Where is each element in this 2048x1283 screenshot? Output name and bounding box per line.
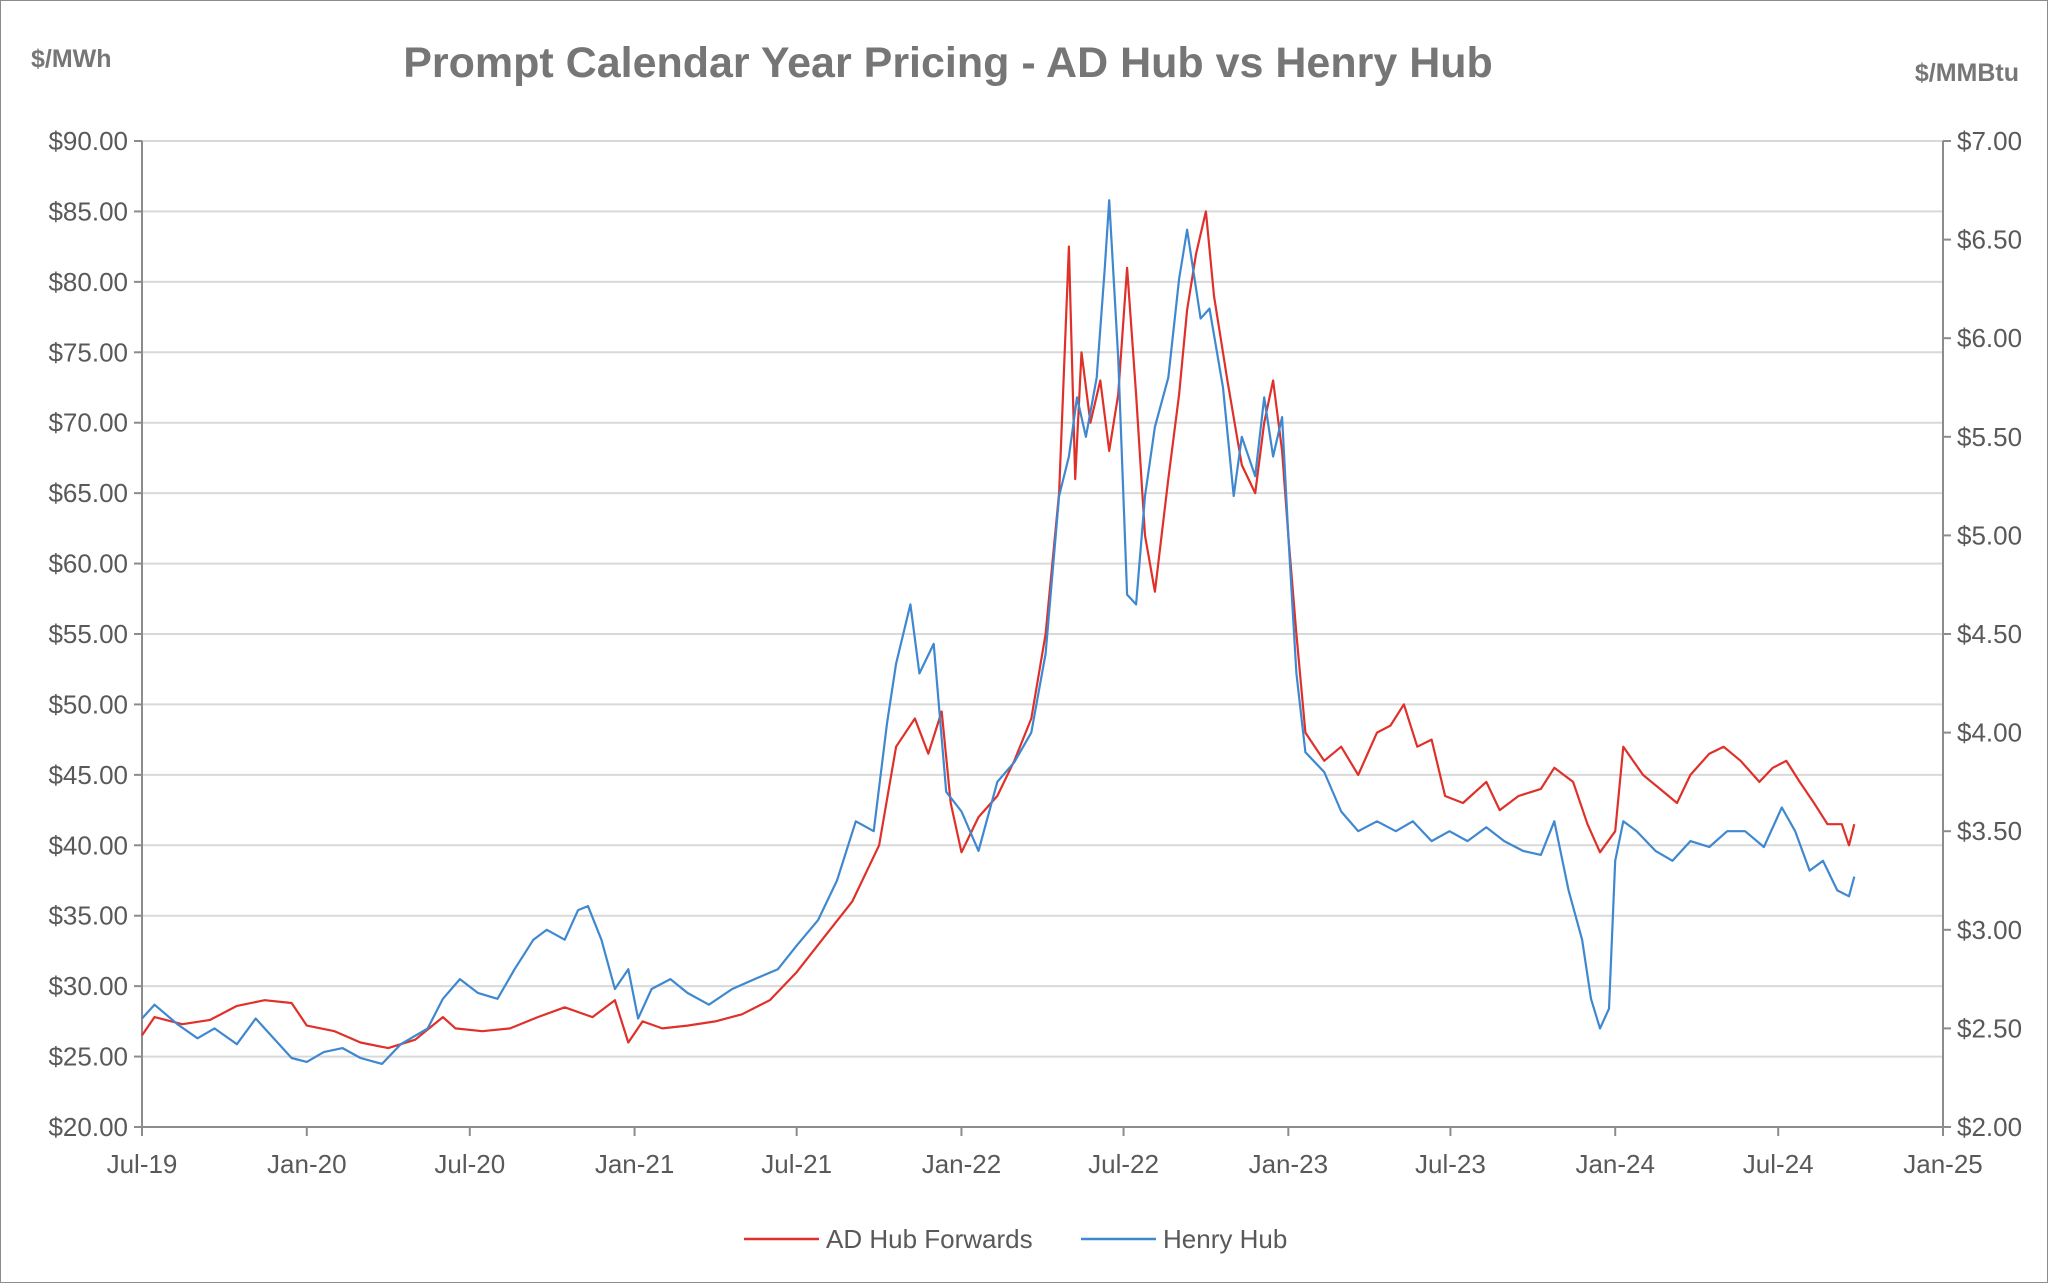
series-line-ad-hub-forwards (141, 210, 1856, 1050)
left-tick-label: $50.00 (48, 689, 128, 719)
series-line-henry-hub (141, 199, 1856, 1065)
series-lines (141, 199, 1856, 1065)
left-tick-label: $20.00 (48, 1112, 128, 1142)
legend: AD Hub Forwards Henry Hub (744, 1224, 1287, 1254)
left-tick-label: $75.00 (48, 337, 128, 367)
x-tick-label: Jan-20 (267, 1149, 347, 1179)
left-tick-label: $40.00 (48, 830, 128, 860)
left-tick-label: $25.00 (48, 1042, 128, 1072)
x-tick-label: Jul-20 (434, 1149, 505, 1179)
right-tick-label: $6.00 (1957, 323, 2022, 353)
x-tick-label: Jan-25 (1903, 1149, 1983, 1179)
left-tick-label: $30.00 (48, 971, 128, 1001)
legend-label: AD Hub Forwards (826, 1224, 1033, 1254)
left-tick-label: $65.00 (48, 478, 128, 508)
right-tick-label: $3.50 (1957, 816, 2022, 846)
axes: $20.00 $25.00 $30.00 $35.00 $40.00 $45.00 $50.… (48, 126, 2022, 1179)
right-tick-label: $4.00 (1957, 718, 2022, 748)
x-tick-label: Jan-22 (922, 1149, 1002, 1179)
legend-label: Henry Hub (1163, 1224, 1287, 1254)
x-tick-label: Jan-24 (1575, 1149, 1655, 1179)
right-tick-label: $3.00 (1957, 915, 2022, 945)
x-tick-label: Jul-21 (761, 1149, 832, 1179)
x-tick-label: Jan-21 (595, 1149, 675, 1179)
left-tick-label: $45.00 (48, 760, 128, 790)
left-tick-label: $85.00 (48, 196, 128, 226)
right-tick-label: $6.50 (1957, 225, 2022, 255)
x-tick-label: Jul-19 (107, 1149, 178, 1179)
right-tick-label: $5.00 (1957, 520, 2022, 550)
x-tick-label: Jul-22 (1088, 1149, 1159, 1179)
left-tick-label: $90.00 (48, 126, 128, 156)
x-tick-label: Jul-23 (1415, 1149, 1486, 1179)
right-tick-label: $4.50 (1957, 619, 2022, 649)
left-axis-unit-label: $/MWh (31, 45, 112, 73)
x-tick-label: Jan-23 (1249, 1149, 1329, 1179)
right-tick-label: $2.00 (1957, 1112, 2022, 1142)
left-tick-label: $35.00 (48, 901, 128, 931)
chart-title: Prompt Calendar Year Pricing - AD Hub vs… (403, 39, 1493, 87)
left-tick-label: $70.00 (48, 408, 128, 438)
right-tick-label: $5.50 (1957, 422, 2022, 452)
right-tick-label: $2.50 (1957, 1013, 2022, 1043)
x-tick-label: Jul-24 (1743, 1149, 1814, 1179)
left-tick-label: $55.00 (48, 619, 128, 649)
right-axis-unit-label: $/MMBtu (1915, 59, 2019, 87)
gridlines (142, 140, 1943, 1058)
right-tick-label: $7.00 (1957, 126, 2022, 156)
left-tick-label: $80.00 (48, 267, 128, 297)
left-tick-label: $60.00 (48, 549, 128, 579)
